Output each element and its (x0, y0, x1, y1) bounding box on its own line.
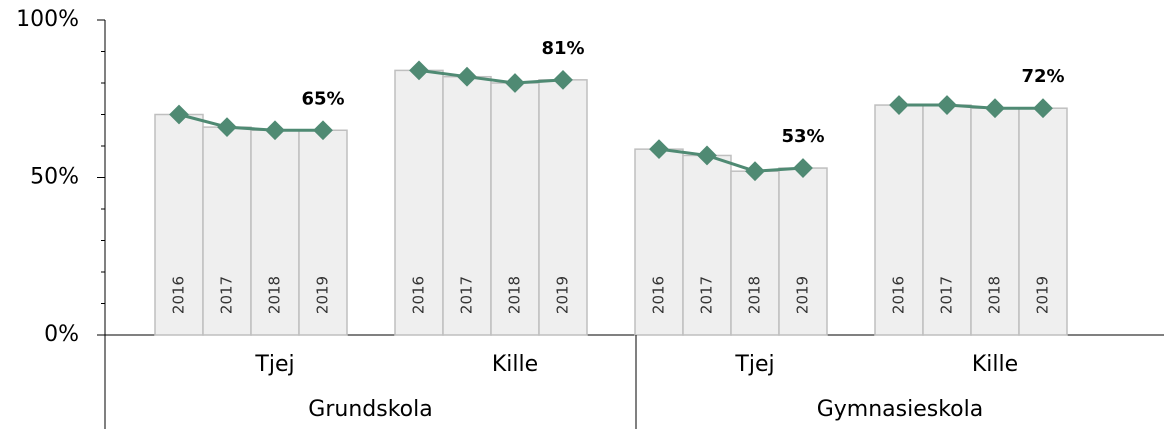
bar (1018, 107, 1068, 336)
marker (169, 104, 189, 125)
bar (298, 129, 348, 336)
line (178, 113, 323, 132)
year-label: 2017 (218, 276, 236, 314)
bar (250, 129, 300, 336)
year-label: 2019 (554, 276, 572, 314)
value-label: 81% (541, 38, 584, 59)
group-label: Gymnasieskola (817, 397, 984, 422)
line (658, 147, 804, 173)
bar (538, 79, 588, 336)
year-label: 2016 (890, 276, 908, 314)
year-label: 2017 (458, 276, 476, 314)
marker (217, 117, 237, 137)
marker (457, 66, 477, 87)
year-label: 2019 (314, 276, 332, 314)
year-label: 2017 (938, 276, 956, 314)
y-tick-label: 0% (44, 322, 79, 347)
year-label: 2018 (986, 276, 1004, 314)
year-label: 2019 (1034, 276, 1052, 314)
year-label: 2016 (170, 276, 188, 314)
y-tick-label: 100% (16, 7, 79, 32)
y-tick-label: 50% (30, 165, 79, 190)
value-label: 65% (301, 88, 344, 109)
year-label: 2018 (506, 276, 524, 314)
line (418, 68, 564, 85)
group-label: Grundskola (308, 397, 432, 422)
bar (778, 167, 828, 336)
subgroup-label: Kille (972, 352, 1018, 377)
marker (1033, 98, 1053, 119)
value-label: 53% (781, 126, 824, 147)
year-label: 2018 (266, 276, 284, 314)
marker (313, 120, 333, 141)
year-label: 2017 (698, 276, 716, 314)
bar (922, 104, 972, 336)
value-label: 72% (1021, 66, 1064, 87)
bar (202, 126, 252, 336)
year-label: 2019 (794, 276, 812, 314)
bar (730, 170, 780, 336)
marker (409, 60, 429, 81)
subgroup-label: Kille (492, 352, 538, 377)
marker (265, 120, 285, 141)
bar (634, 148, 684, 336)
line (899, 103, 1043, 110)
subgroup-label: Tjej (254, 352, 294, 377)
year-label: 2016 (650, 276, 668, 314)
year-label: 2018 (746, 276, 764, 314)
subgroup-label: Tjej (734, 352, 774, 377)
year-label: 2016 (410, 276, 428, 314)
bar (394, 69, 444, 336)
